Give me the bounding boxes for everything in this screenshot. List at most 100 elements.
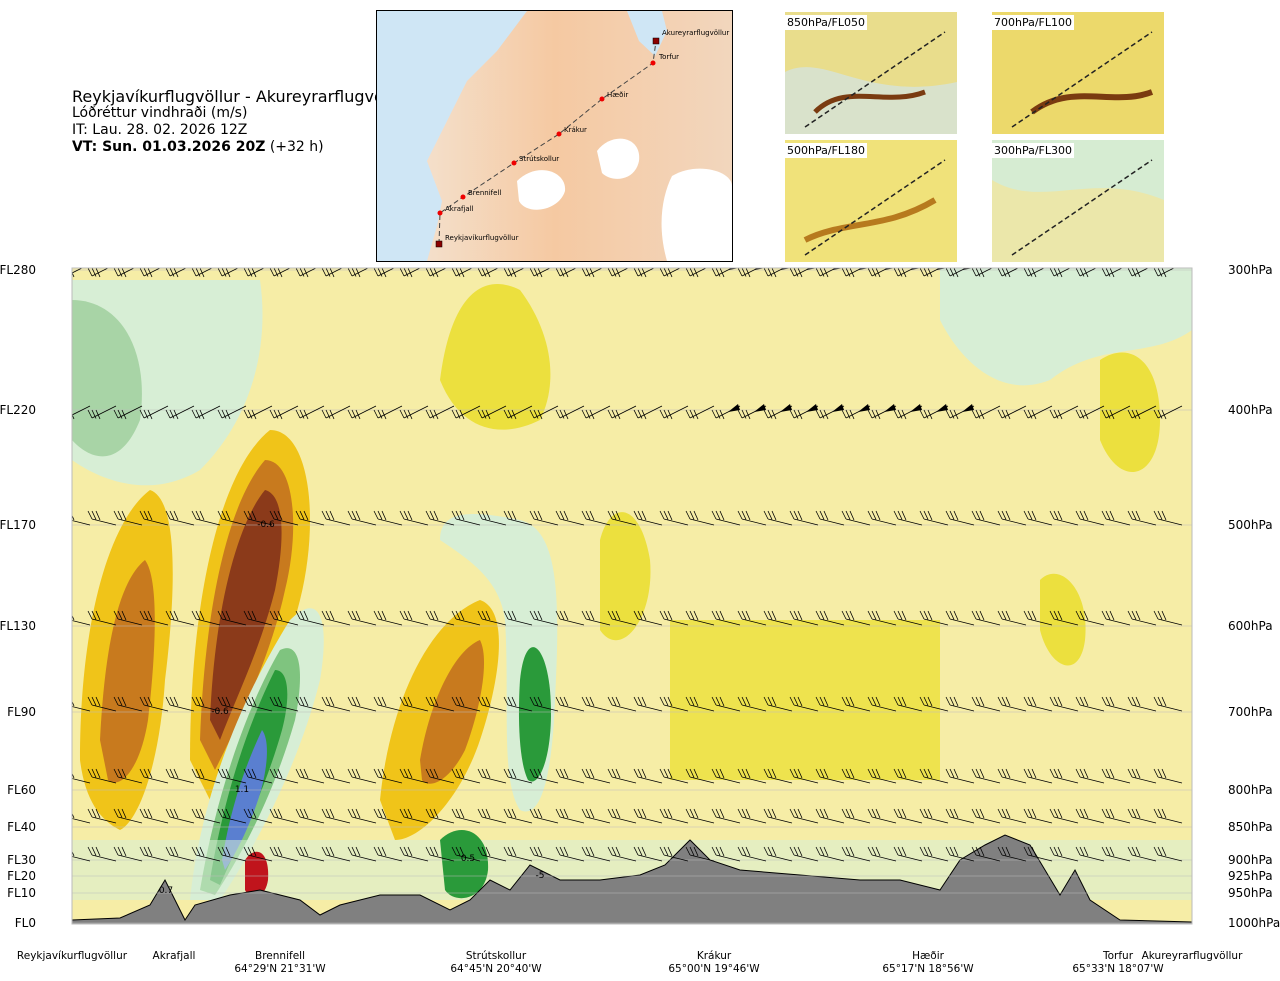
wind-barb bbox=[841, 846, 871, 862]
wind-barb bbox=[191, 696, 221, 712]
wind-barb bbox=[217, 510, 247, 526]
thumbnail-label: 700hPa/FL100 bbox=[992, 15, 1075, 30]
wind-barb bbox=[685, 696, 715, 712]
wind-barb bbox=[243, 768, 273, 784]
wind-barb bbox=[633, 696, 663, 712]
wind-barb bbox=[373, 610, 403, 626]
wind-barb bbox=[477, 696, 507, 712]
wind-barb bbox=[529, 510, 559, 526]
wind-barb bbox=[685, 808, 715, 824]
wind-barb bbox=[165, 846, 195, 862]
wind-barb bbox=[139, 696, 169, 712]
wind-barb bbox=[1075, 768, 1105, 784]
wind-barb bbox=[919, 768, 949, 784]
wind-barb bbox=[72, 812, 91, 824]
wind-barb bbox=[139, 405, 169, 420]
wind-barb bbox=[321, 846, 351, 862]
wind-barb bbox=[1101, 808, 1131, 824]
map-station-label: Hæðir bbox=[607, 91, 628, 99]
wind-barb bbox=[139, 610, 169, 626]
wind-barb bbox=[633, 846, 663, 862]
wind-barb bbox=[1127, 510, 1157, 526]
wind-barb bbox=[1101, 405, 1131, 420]
wind-barb bbox=[1127, 405, 1157, 420]
wind-barb bbox=[1023, 696, 1053, 712]
left-axis-tick-label: FL60 bbox=[7, 783, 36, 797]
wind-barb bbox=[1101, 268, 1123, 278]
wind-barb bbox=[607, 768, 637, 784]
wind-barb bbox=[945, 768, 975, 784]
left-axis-tick-label: FL30 bbox=[7, 853, 36, 867]
wind-barb bbox=[139, 846, 169, 862]
wind-barb bbox=[321, 405, 351, 420]
wind-barb bbox=[113, 768, 143, 784]
route-point-name: Akureyrarflugvöllur bbox=[1141, 950, 1243, 962]
wind-barb bbox=[347, 808, 377, 824]
wind-barb bbox=[867, 768, 897, 784]
downdraft-zone bbox=[1100, 352, 1160, 473]
map-station-label: Akureyrarflugvöllur bbox=[662, 29, 729, 37]
right-axis-tick-label: 300hPa bbox=[1228, 263, 1273, 277]
wind-barb bbox=[1153, 846, 1183, 862]
wind-barb bbox=[737, 610, 767, 626]
thumbnail-300hpa[interactable]: 300hPa/FL300 bbox=[992, 140, 1164, 262]
wind-barb bbox=[87, 610, 117, 626]
route-point-coord: 65°33'N 18°07'W bbox=[1072, 963, 1164, 975]
wind-barb bbox=[139, 268, 161, 278]
wind-barb bbox=[295, 846, 325, 862]
wind-barb bbox=[815, 696, 845, 712]
wind-barb bbox=[269, 768, 299, 784]
wind-barb bbox=[711, 808, 741, 824]
wind-barb bbox=[867, 846, 897, 862]
wind-barb bbox=[555, 610, 585, 626]
thumbnail-850hpa[interactable]: 850hPa/FL050 bbox=[785, 12, 957, 134]
issue-time: IT: Lau. 28. 02. 2026 12Z bbox=[72, 122, 248, 138]
thumbnail-700hpa[interactable]: 700hPa/FL100 bbox=[992, 12, 1164, 134]
wind-barb bbox=[373, 696, 403, 712]
route-point-name: Hæðir bbox=[912, 950, 944, 962]
wind-barb bbox=[919, 610, 949, 626]
wind-barb bbox=[737, 404, 767, 420]
wind-barb bbox=[659, 510, 689, 526]
wind-barb bbox=[373, 510, 403, 526]
route-point-label: Krákur 65°00'N 19°46'W bbox=[644, 950, 784, 976]
wind-barb bbox=[295, 768, 325, 784]
thumbnail-500hpa[interactable]: 500hPa/FL180 bbox=[785, 140, 957, 262]
thumbnail-700hpa-svg bbox=[992, 12, 1164, 134]
map-station-marker bbox=[435, 240, 443, 248]
wind-barb bbox=[607, 268, 629, 278]
wind-barb bbox=[503, 696, 533, 712]
wind-barb bbox=[841, 696, 871, 712]
right-axis-tick-label: 800hPa bbox=[1228, 783, 1273, 797]
wind-barb bbox=[269, 696, 299, 712]
wind-barb bbox=[945, 404, 975, 420]
wind-barb bbox=[867, 696, 897, 712]
contour-label: -5 bbox=[536, 871, 545, 881]
wind-barb bbox=[711, 404, 741, 420]
wind-barb bbox=[867, 268, 896, 278]
wind-barb bbox=[87, 405, 117, 420]
wind-barb bbox=[217, 610, 247, 626]
left-axis-tick-label: FL20 bbox=[7, 869, 36, 883]
wind-barb bbox=[269, 846, 299, 862]
wind-barb bbox=[1153, 405, 1183, 420]
wind-barb bbox=[1023, 510, 1053, 526]
wind-barb bbox=[815, 846, 845, 862]
wind-barb bbox=[529, 768, 559, 784]
route-point-coord: 64°29'N 21°31'W bbox=[234, 963, 326, 975]
downdraft-zone bbox=[670, 620, 940, 780]
thumbnail-label: 850hPa/FL050 bbox=[785, 15, 868, 30]
route-point-label: Reykjavíkurflugvöllur bbox=[2, 950, 142, 963]
wind-barb bbox=[373, 808, 403, 824]
wind-barb bbox=[243, 808, 273, 824]
route-line bbox=[438, 40, 657, 245]
wind-barb bbox=[399, 268, 421, 278]
map-station-marker bbox=[437, 210, 443, 216]
route-point-name: Torfur bbox=[1102, 950, 1134, 962]
wind-barb bbox=[1075, 696, 1105, 712]
wind-barb bbox=[945, 610, 975, 626]
map-station-marker bbox=[650, 60, 656, 66]
wind-barb bbox=[659, 696, 689, 712]
wind-barb bbox=[1101, 510, 1131, 526]
wind-barb bbox=[425, 808, 455, 824]
